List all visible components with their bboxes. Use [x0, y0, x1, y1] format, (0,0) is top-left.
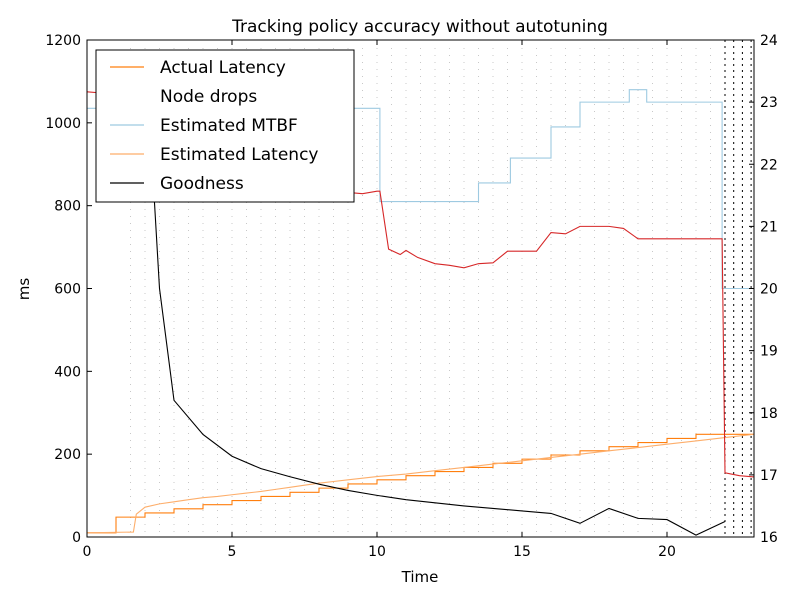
legend: Actual Latency Node drops Estimated MTBF Es… [95, 49, 355, 203]
y2-tick-label: 19 [760, 344, 778, 360]
y-tick-label: 400 [54, 364, 81, 380]
series-lines [86, 89, 755, 536]
y2-tick-label: 22 [760, 157, 778, 173]
y2-tick-label: 21 [760, 219, 778, 235]
x-tick-label: 5 [228, 544, 237, 560]
series-line-goodness [150, 139, 726, 536]
y2-tick-label: 18 [760, 406, 778, 422]
series-line-estimated-latency [86, 433, 755, 534]
chart-title: Tracking policy accuracy without autotun… [231, 17, 608, 37]
x-tick-label: 20 [658, 544, 676, 560]
x-tick-label: 10 [368, 544, 386, 560]
y-tick-label: 600 [54, 282, 81, 298]
legend-label-estimated-mtbf: Estimated MTBF [160, 116, 298, 136]
legend-label-actual-latency: Actual Latency [160, 58, 286, 78]
y-tick-label: 0 [72, 530, 81, 546]
y-tick-label: 1000 [45, 116, 81, 132]
y2-tick-label: 17 [760, 468, 778, 484]
series-line-estimated-mtbf [87, 89, 754, 290]
x-tick-label: 0 [83, 544, 92, 560]
legend-label-goodness: Goodness [160, 174, 244, 194]
y2-tick-label: 20 [760, 282, 778, 298]
legend-label-estimated-latency: Estimated Latency [160, 145, 318, 165]
y-axis-label: ms [15, 278, 33, 301]
legend-box [95, 49, 355, 203]
y-tick-label: 200 [54, 447, 81, 463]
y-tick-label: 800 [54, 199, 81, 215]
axis-ticks: 0 5 10 15 2002004006008001000120016171819202… [45, 33, 778, 560]
x-axis-label: Time [401, 568, 439, 586]
y2-tick-label: 16 [760, 530, 778, 546]
legend-label-node-drops: Node drops [160, 87, 257, 107]
x-tick-label: 15 [513, 544, 531, 560]
series-line-actual-latency [87, 433, 754, 534]
y-tick-label: 1200 [45, 33, 81, 49]
y2-tick-label: 23 [760, 95, 778, 111]
y2-tick-label: 24 [760, 33, 778, 49]
